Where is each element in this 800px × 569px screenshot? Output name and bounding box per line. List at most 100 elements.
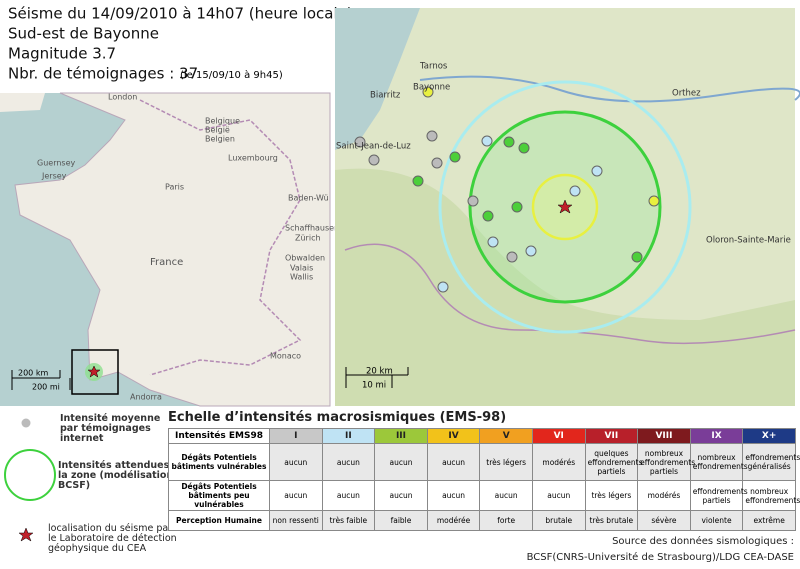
report xyxy=(518,142,530,154)
intensity: IV xyxy=(426,428,481,444)
intensity: V xyxy=(479,428,533,444)
report xyxy=(525,245,537,257)
river xyxy=(419,75,800,103)
map-label: Paris xyxy=(165,183,184,192)
cell: forte xyxy=(479,510,533,531)
map-label: Zürich xyxy=(295,234,321,243)
cell: modérée xyxy=(426,510,481,531)
cell: quelques effondrements partiels xyxy=(584,443,643,481)
map-label: Luxembourg xyxy=(228,154,278,163)
intensity-table: Intensités EMS98 I II III IV V VI VII VIII IX X+ Dé… xyxy=(168,428,800,531)
cell: aucun xyxy=(479,480,533,511)
legend-text: Intensité moyenne par témoignages internet xyxy=(60,413,160,444)
report xyxy=(503,136,515,148)
title: Séisme du 14/09/2010 à 14h07 (heure loca… xyxy=(8,5,353,23)
report xyxy=(631,251,643,263)
map-label: Orthez xyxy=(672,89,701,99)
report xyxy=(481,135,493,147)
epicenter xyxy=(557,199,573,214)
scale-label: 200 km xyxy=(18,369,48,378)
cell: violente xyxy=(689,510,744,531)
report xyxy=(354,136,366,148)
intensity-zone xyxy=(438,80,692,334)
legend-dot xyxy=(21,418,31,428)
map-label: Wallis xyxy=(290,273,313,282)
map-label: Andorra xyxy=(130,393,162,402)
map-label: Baden-Wü xyxy=(288,194,329,203)
intensity: VIII xyxy=(637,428,691,444)
report xyxy=(431,157,443,169)
scale-label: 200 mi xyxy=(32,383,60,392)
legend-circle xyxy=(4,449,56,501)
intensity: X+ xyxy=(742,428,796,444)
land xyxy=(0,93,45,112)
land xyxy=(14,92,331,407)
map-label: Belgique xyxy=(205,117,240,126)
map-label: London xyxy=(108,93,137,102)
cell: aucun xyxy=(374,443,428,481)
cell: modérés xyxy=(531,443,586,481)
row-header: Dégâts Potentiels bâtiments peu vulnérab… xyxy=(168,480,270,511)
map-label: Guernsey xyxy=(37,159,76,168)
report xyxy=(569,185,581,197)
map-label: Bayonne xyxy=(413,83,450,93)
intensity: VI xyxy=(531,428,586,444)
table-row: Dégâts Potentiels bâtiments vulnérables a… xyxy=(168,443,800,481)
legend-label: Intensités attendues sur la zone (modélis… xyxy=(58,460,190,491)
map-label: Belgien xyxy=(205,135,235,144)
report xyxy=(426,130,438,142)
cell: très brutale xyxy=(584,510,639,531)
legend-text: Intensités attendues sur la zone (modélis… xyxy=(58,460,190,491)
map-label: Obwalden xyxy=(285,254,325,263)
row-header: Perception Humaine xyxy=(168,510,270,531)
border xyxy=(344,243,796,345)
cell: aucun xyxy=(374,480,428,511)
cell: très faible xyxy=(321,510,376,531)
map-label: Valais xyxy=(290,264,313,273)
map-label: France xyxy=(150,257,183,268)
reports xyxy=(354,86,660,293)
forest xyxy=(335,168,795,406)
cell: très légers xyxy=(479,443,533,481)
report xyxy=(449,151,461,163)
intensity: VII xyxy=(584,428,639,444)
row-header: Intensités EMS98 xyxy=(168,428,270,444)
cell: sévère xyxy=(637,510,691,531)
report xyxy=(422,86,434,98)
scale-label: 10 mi xyxy=(362,381,386,391)
magnitude: Magnitude 3.7 xyxy=(8,45,116,63)
legend-label: localisation du séisme par le Laboratoire… xyxy=(48,523,177,554)
legend-star xyxy=(18,527,34,542)
map-label: Jersey xyxy=(41,172,67,181)
cell: effondrements partiels xyxy=(689,480,748,511)
report xyxy=(648,195,660,207)
table-row: Dégâts Potentiels bâtiments peu vulnérab… xyxy=(168,480,800,511)
cell: aucun xyxy=(426,480,481,511)
zoom-box xyxy=(71,349,119,395)
source: BCSF(CNRS-Université de Strasbourg)/LDG … xyxy=(526,552,794,563)
map-label: België xyxy=(205,126,230,135)
legend-label: Intensité moyenne par témoignages internet xyxy=(60,413,160,444)
cell: non ressenti xyxy=(269,510,323,531)
report xyxy=(437,281,449,293)
cell: modérés xyxy=(637,480,691,511)
cell: aucun xyxy=(321,480,376,511)
intensity: III xyxy=(374,428,428,444)
report xyxy=(467,195,479,207)
cell: brutale xyxy=(531,510,586,531)
cell: aucun xyxy=(531,480,586,511)
epicenter xyxy=(87,365,101,378)
report xyxy=(412,175,424,187)
table-row: Perception Humaine non ressenti très faibl… xyxy=(168,510,796,531)
intensity: I xyxy=(269,428,323,444)
scale-label: 20 km xyxy=(366,367,393,377)
source: Source des données sismologiques : xyxy=(612,536,794,547)
cell: faible xyxy=(374,510,428,531)
cell: très légers xyxy=(584,480,639,511)
sea xyxy=(335,8,420,150)
cell: nombreux effondrements partiels xyxy=(637,443,695,481)
cell: aucun xyxy=(269,480,323,511)
testimonies: Nbr. de témoignages : 37 xyxy=(8,65,198,83)
row-header: Dégâts Potentiels bâtiments vulnérables xyxy=(168,443,270,481)
